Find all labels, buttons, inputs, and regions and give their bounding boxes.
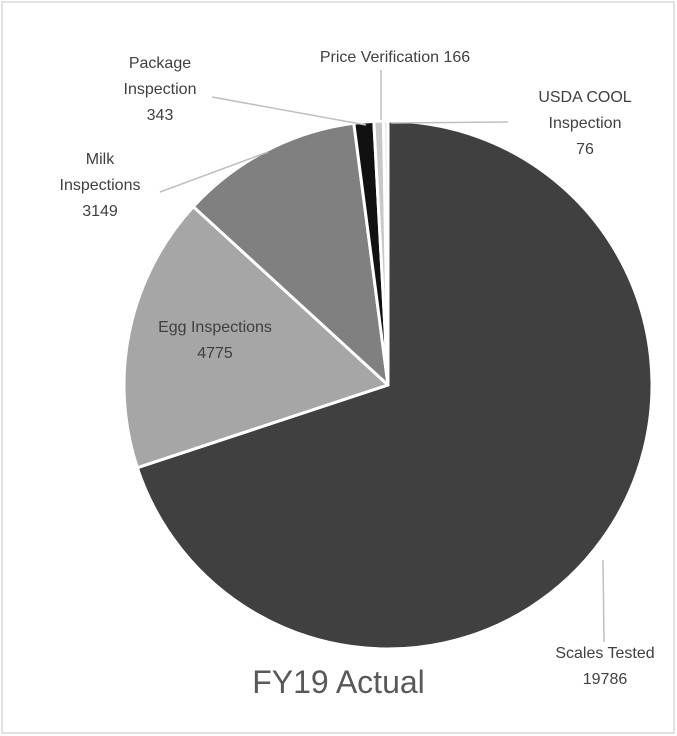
leader-line — [211, 96, 367, 126]
pie-slice — [135, 119, 654, 651]
category-label: Milk Inspections — [59, 151, 141, 194]
category-label: Package Inspection — [123, 55, 197, 98]
data-label: Egg Inspections 4775 — [130, 315, 300, 367]
pie-slice — [122, 205, 390, 470]
value-label: 166 — [443, 49, 471, 66]
data-label: USDA COOL Inspection 76 — [505, 85, 665, 163]
data-label: Milk Inspections 3149 — [45, 147, 155, 225]
category-label: Egg Inspections — [158, 319, 272, 336]
leader-line — [159, 151, 269, 193]
category-label: Price Verification — [319, 49, 439, 66]
pie-slice — [382, 119, 390, 387]
pie-slice — [191, 121, 390, 387]
value-label: 343 — [146, 107, 174, 124]
data-label: Package Inspection 343 — [110, 51, 210, 129]
value-label: 76 — [576, 141, 594, 158]
value-label: 4775 — [197, 345, 233, 362]
category-label: USDA COOL Inspection — [538, 89, 632, 132]
value-label: 19786 — [582, 671, 628, 688]
chart-title: FY19 Actual — [252, 664, 425, 700]
data-label: Scales Tested 19786 — [545, 641, 665, 693]
category-label: Scales Tested — [555, 645, 655, 662]
value-label: 3149 — [82, 203, 118, 220]
leader-line — [390, 121, 509, 124]
data-label: Price Verification 166 — [290, 45, 500, 71]
leader-line — [602, 559, 605, 643]
